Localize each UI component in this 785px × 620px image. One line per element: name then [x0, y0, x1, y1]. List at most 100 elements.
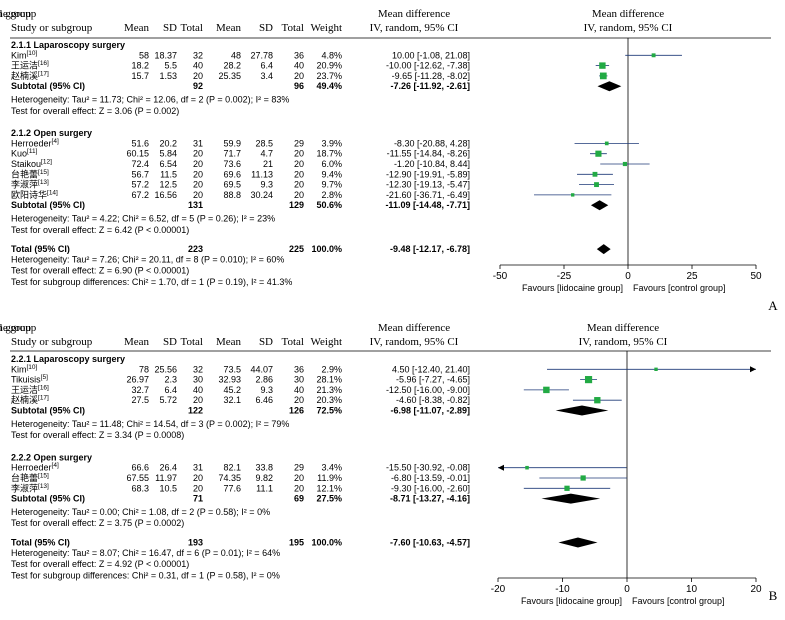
cell-n2: 20 [294, 483, 304, 493]
header-lidocaine-group: Lidocaine group [0, 322, 37, 334]
study-name: Herroeder[4] [11, 462, 59, 473]
study-marker [622, 161, 628, 167]
cell-ci: -6.98 [-11.07, -2.89] [390, 406, 470, 416]
cell-weight: 72.5% [316, 406, 342, 416]
study-name: Kim[10] [11, 364, 38, 375]
cell-sd1: 12.5 [159, 180, 177, 190]
subgroup-heterogeneity: Heterogeneity: Tau² = 11.73; Chi² = 12.0… [11, 95, 289, 105]
cell-sd2: 9.82 [255, 473, 273, 483]
cell-m1: 67.2 [131, 190, 149, 200]
cell-ci: -9.48 [-12.17, -6.78] [390, 244, 470, 254]
cell-m1: 26.97 [126, 375, 149, 385]
study-marker [525, 465, 529, 470]
cell-sd2: 28.5 [255, 138, 273, 148]
cell-sd1: 5.5 [164, 61, 177, 71]
cell-weight: 28.1% [316, 375, 342, 385]
cell-weight: 100.0% [311, 538, 342, 548]
panel-label: A [768, 298, 778, 313]
cell-sd1: 2.3 [164, 375, 177, 385]
subgroup-heterogeneity: Heterogeneity: Tau² = 4.22; Chi² = 6.52,… [11, 214, 275, 224]
cell-m1: 68.3 [131, 483, 149, 493]
cell-n1: 131 [188, 200, 203, 210]
study-name: 赵楠溪[17] [11, 394, 49, 405]
header-column: Total [181, 336, 203, 348]
cell-n1: 31 [193, 138, 203, 148]
study-marker [594, 182, 599, 188]
cell-n2: 20 [294, 473, 304, 483]
cell-m2: 32.1 [223, 395, 241, 405]
cell-sd1: 20.2 [159, 138, 177, 148]
cell-m2: 69.5 [223, 180, 241, 190]
cell-n1: 20 [193, 149, 203, 159]
cell-ci: -12.90 [-19.91, -5.89] [386, 169, 470, 179]
cell-weight: 6.0% [321, 159, 342, 169]
study-marker [571, 193, 575, 197]
cell-ci: -6.80 [-13.59, -0.01] [391, 473, 470, 483]
cell-weight: 20.9% [316, 61, 342, 71]
study-name: Kuo[11] [11, 148, 38, 159]
x-tick-label: -20 [491, 584, 506, 595]
cell-m1: 72.4 [131, 159, 149, 169]
header-lidocaine-group: Lidocaine group [0, 8, 37, 20]
cell-n2: 20 [294, 149, 304, 159]
cell-ci: 10.00 [-1.08, 21.08] [392, 50, 470, 60]
study-marker [604, 141, 609, 146]
study-marker [595, 150, 602, 157]
header-column: SD [259, 22, 273, 34]
cell-sd2: 33.8 [255, 463, 273, 473]
cell-ci: -9.30 [-16.00, -2.60] [391, 483, 470, 493]
total-diamond [596, 244, 611, 255]
cell-n2: 36 [294, 364, 304, 374]
header-column: Total [282, 22, 304, 34]
cell-m2: 82.1 [223, 463, 241, 473]
cell-m2: 32.93 [218, 375, 241, 385]
subtotal-label: Subtotal (95% CI) [11, 200, 85, 210]
cell-ci: -11.55 [-14.84, -8.26] [387, 149, 470, 159]
header-column: SD [163, 22, 177, 34]
cell-n1: 122 [188, 406, 203, 416]
cell-sd2: 9.3 [260, 385, 273, 395]
cell-n2: 96 [294, 81, 304, 91]
cell-sd2: 27.78 [250, 50, 273, 60]
cell-n1: 20 [193, 473, 203, 483]
cell-m2: 77.6 [223, 483, 241, 493]
subgroup-overall-effect: Test for overall effect: Z = 6.42 (P < 0… [11, 225, 189, 235]
cell-ci: -7.60 [-10.63, -4.57] [390, 538, 470, 548]
cell-sd1: 1.53 [159, 71, 177, 81]
cell-weight: 18.7% [316, 149, 342, 159]
header-study: Study or subgroup [11, 22, 93, 34]
study-name: 李淑萍[13] [11, 482, 49, 493]
cell-weight: 3.9% [321, 138, 342, 148]
study-marker [654, 367, 658, 371]
header-column: SD [259, 336, 273, 348]
cell-m1: 51.6 [131, 138, 149, 148]
subtotal-diamond [555, 405, 609, 416]
cell-m1: 58 [139, 50, 149, 60]
cell-n1: 32 [193, 50, 203, 60]
cell-ci: -12.50 [-16.00, -9.00] [386, 385, 470, 395]
cell-sd1: 26.4 [159, 463, 177, 473]
cell-weight: 2.9% [321, 364, 342, 374]
cell-m1: 66.6 [131, 463, 149, 473]
footer-statistic: Heterogeneity: Tau² = 7.26; Chi² = 20.11… [11, 254, 284, 264]
header-plot-method: IV, random, 95% CI [584, 22, 673, 34]
cell-n2: 20 [294, 180, 304, 190]
x-tick-label: 0 [625, 271, 631, 282]
subtotal-label: Subtotal (95% CI) [11, 406, 85, 416]
header-column: Mean [124, 22, 150, 34]
cell-m1: 15.7 [131, 71, 149, 81]
cell-ci: -1.20 [-10.84, 8.44] [394, 159, 470, 169]
study-name: 欧阳诗华[14] [11, 189, 58, 200]
cell-weight: 21.3% [316, 385, 342, 395]
cell-n2: 20 [294, 169, 304, 179]
header-column: Mean [216, 336, 242, 348]
x-tick-label: 20 [750, 584, 762, 595]
cell-weight: 9.4% [321, 169, 342, 179]
cell-ci: 4.50 [-12.40, 21.40] [392, 364, 470, 374]
x-tick-label: 0 [624, 584, 630, 595]
favours-left: Favours [lidocaine group] [522, 283, 623, 293]
subgroup-overall-effect: Test for overall effect: Z = 3.06 (P = 0… [11, 106, 179, 116]
cell-weight: 3.4% [321, 463, 342, 473]
cell-n2: 69 [294, 494, 304, 504]
